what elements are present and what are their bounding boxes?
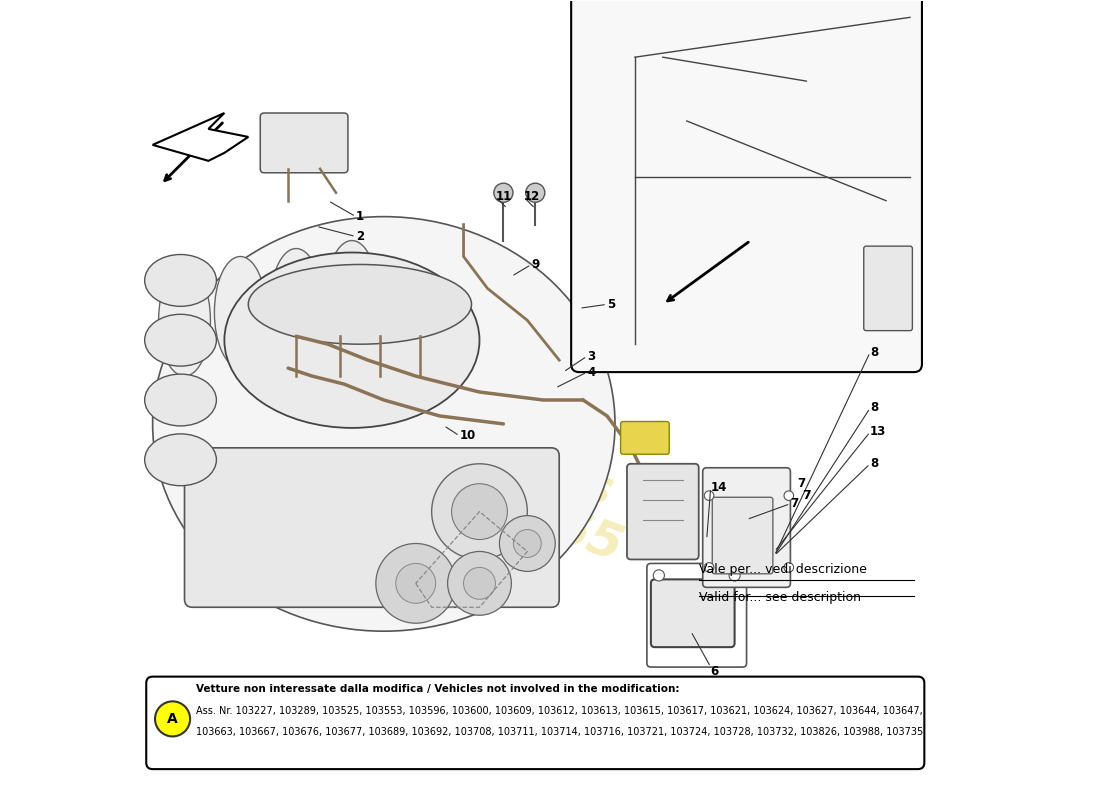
Ellipse shape [214,257,266,368]
Ellipse shape [158,265,210,376]
Ellipse shape [376,543,455,623]
Text: 7: 7 [791,497,799,510]
Text: Vale per... vedi descrizione: Vale per... vedi descrizione [698,563,867,577]
FancyBboxPatch shape [627,464,698,559]
Ellipse shape [271,249,322,360]
Circle shape [784,491,793,501]
Text: 1: 1 [356,210,364,223]
Circle shape [526,183,544,202]
Text: 10: 10 [460,430,476,442]
FancyBboxPatch shape [146,677,924,769]
FancyBboxPatch shape [185,448,559,607]
Text: 7: 7 [796,478,805,490]
Ellipse shape [224,253,480,428]
Text: 13: 13 [870,426,887,438]
Text: 3: 3 [587,350,595,362]
FancyBboxPatch shape [713,498,773,574]
Text: Vetture non interessate dalla modifica / Vehicles not involved in the modificati: Vetture non interessate dalla modifica /… [197,683,680,694]
Ellipse shape [396,563,436,603]
FancyBboxPatch shape [571,0,922,372]
Circle shape [155,702,190,737]
Ellipse shape [499,515,556,571]
Ellipse shape [249,265,472,344]
Circle shape [704,491,714,501]
FancyBboxPatch shape [651,579,735,647]
Text: 8: 8 [870,402,879,414]
Polygon shape [153,113,249,161]
Text: 8: 8 [870,346,879,358]
Ellipse shape [514,530,541,558]
FancyBboxPatch shape [620,422,669,454]
Circle shape [494,183,513,202]
Text: 6: 6 [711,665,719,678]
Ellipse shape [448,551,512,615]
Text: 12: 12 [524,190,540,203]
Ellipse shape [145,254,217,306]
Text: 4: 4 [587,366,595,378]
Ellipse shape [326,241,377,352]
Ellipse shape [463,567,495,599]
Ellipse shape [145,374,217,426]
Circle shape [653,570,664,581]
Circle shape [729,570,740,581]
FancyBboxPatch shape [864,246,912,330]
Text: A: A [167,712,178,726]
Circle shape [704,562,714,572]
Text: 14: 14 [711,481,727,494]
Text: 8: 8 [870,458,879,470]
Ellipse shape [153,217,615,631]
Circle shape [784,562,793,572]
Text: 5: 5 [607,298,615,311]
Ellipse shape [145,434,217,486]
FancyBboxPatch shape [703,468,791,587]
Ellipse shape [431,464,527,559]
Text: 2: 2 [356,230,364,243]
Text: 11: 11 [495,190,512,203]
Text: 103663, 103667, 103676, 103677, 103689, 103692, 103708, 103711, 103714, 103716, : 103663, 103667, 103676, 103677, 103689, … [197,727,924,738]
Text: Eurospares: Eurospares [307,363,620,517]
Ellipse shape [452,484,507,539]
Text: 9: 9 [531,258,540,271]
FancyBboxPatch shape [261,113,348,173]
Text: Valid for... see description: Valid for... see description [698,591,860,604]
Text: Ass. Nr. 103227, 103289, 103525, 103553, 103596, 103600, 103609, 103612, 103613,: Ass. Nr. 103227, 103289, 103525, 103553,… [197,706,923,716]
Ellipse shape [145,314,217,366]
Text: since 1965: since 1965 [329,422,630,570]
Text: 7: 7 [802,489,811,502]
